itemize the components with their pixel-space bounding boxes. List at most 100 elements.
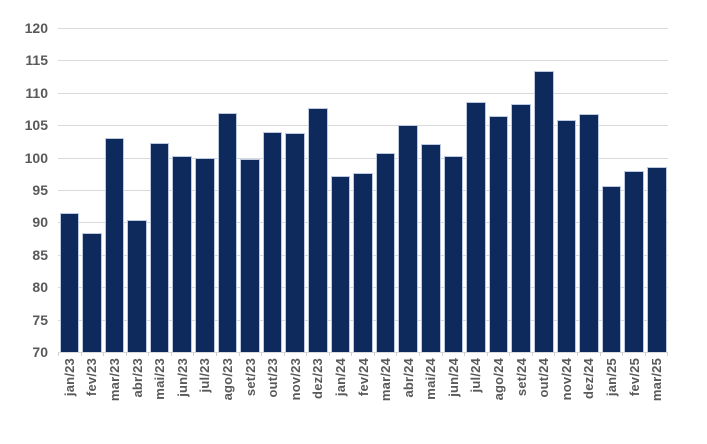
x-label-slot: dez/24 — [578, 358, 601, 440]
bar-dez/24 — [579, 114, 599, 352]
bar-set/24 — [511, 103, 531, 352]
bar-slot — [284, 28, 307, 352]
x-tick-label: jan/24 — [332, 358, 348, 397]
x-tick-label: jul/23 — [197, 358, 213, 393]
x-label-slot: out/24 — [532, 358, 555, 440]
x-label-slot: jan/23 — [58, 358, 81, 440]
gridline-115 — [58, 60, 668, 61]
x-label-slot: fev/24 — [352, 358, 375, 440]
x-label-slot: mai/23 — [148, 358, 171, 440]
x-tick-label: jan/25 — [604, 358, 620, 397]
x-tick — [531, 352, 555, 356]
bar-slot — [194, 28, 217, 352]
x-tick — [396, 352, 419, 356]
x-tick-label: out/23 — [265, 358, 281, 398]
bar-jul/24 — [466, 101, 486, 352]
x-label-slot: set/24 — [510, 358, 533, 440]
bar-jul/23 — [195, 157, 215, 352]
bar-slot — [442, 28, 465, 352]
bar-slot — [600, 28, 623, 352]
bar-mar/25 — [646, 167, 667, 352]
x-label-slot: abr/23 — [126, 358, 149, 440]
bar-slot — [623, 28, 646, 352]
y-tick-label: 90 — [32, 214, 48, 230]
x-tick — [328, 352, 352, 356]
x-tick — [373, 352, 397, 356]
gridline-110 — [58, 93, 668, 94]
x-tick-label: jun/24 — [445, 358, 461, 397]
bar-slot — [352, 28, 375, 352]
y-tick-label: 120 — [24, 20, 48, 36]
x-tick — [238, 352, 262, 356]
bar-slot — [510, 28, 533, 352]
y-tick-label: 85 — [32, 247, 48, 263]
bar-slot — [239, 28, 262, 352]
bar-slot — [397, 28, 420, 352]
x-label-slot: mar/25 — [645, 358, 668, 440]
bar-slot — [374, 28, 397, 352]
x-tick — [193, 352, 216, 356]
bar-nov/24 — [556, 120, 577, 352]
bar-slot — [465, 28, 488, 352]
x-label-slot: set/23 — [239, 358, 262, 440]
bar-jan/23 — [59, 212, 80, 352]
bar-series — [58, 28, 668, 352]
x-tick — [509, 352, 532, 356]
bar-slot — [58, 28, 81, 352]
x-tick — [80, 352, 104, 356]
x-tick — [576, 352, 600, 356]
x-label-slot: abr/24 — [397, 358, 420, 440]
x-label-slot: jul/23 — [194, 358, 217, 440]
x-tick — [554, 352, 577, 356]
x-tick-label: fev/25 — [626, 358, 642, 397]
x-tick-label: dez/24 — [581, 358, 597, 399]
x-label-slot: jan/25 — [600, 358, 623, 440]
x-label-slot: nov/24 — [555, 358, 578, 440]
bar-slot — [148, 28, 171, 352]
x-label-slot: jan/24 — [329, 358, 352, 440]
x-label-slot: ago/23 — [216, 358, 239, 440]
x-tick-label: nov/23 — [287, 358, 303, 401]
x-tick — [125, 352, 149, 356]
x-tick — [441, 352, 465, 356]
bar-slot — [329, 28, 352, 352]
bar-slot — [261, 28, 284, 352]
bar-slot — [103, 28, 126, 352]
x-tick — [148, 352, 171, 356]
y-tick-label: 105 — [24, 117, 48, 133]
x-tick-label: mai/24 — [423, 358, 439, 400]
x-label-slot: nov/23 — [284, 358, 307, 440]
x-tick-label: mai/23 — [152, 358, 168, 400]
x-label-slot: jul/24 — [465, 358, 488, 440]
x-tick-label: abr/24 — [400, 358, 416, 398]
bar-mar/24 — [375, 153, 396, 352]
bar-set/23 — [240, 158, 260, 352]
x-tick-label: fev/24 — [355, 358, 371, 397]
bar-slot — [578, 28, 601, 352]
x-tick-label: set/24 — [513, 358, 529, 397]
gridline-105 — [58, 125, 668, 126]
bar-slot — [216, 28, 239, 352]
x-tick — [464, 352, 487, 356]
x-label-slot: mai/24 — [420, 358, 443, 440]
bar-mai/24 — [421, 144, 441, 352]
x-tick-label: out/24 — [536, 358, 552, 398]
bar-fev/24 — [353, 172, 373, 352]
x-tick — [351, 352, 374, 356]
x-label-slot: mar/23 — [103, 358, 126, 440]
x-tick-label: mar/24 — [378, 358, 394, 402]
y-tick-label: 80 — [32, 279, 48, 295]
bar-slot — [645, 28, 668, 352]
y-tick-label: 100 — [24, 150, 48, 166]
x-tick — [103, 352, 126, 356]
x-tick-label: abr/23 — [129, 358, 145, 398]
x-tick — [283, 352, 307, 356]
bar-slot — [171, 28, 194, 352]
x-tick-label: jul/24 — [468, 358, 484, 393]
bar-ago/23 — [217, 112, 238, 352]
bar-abr/23 — [127, 219, 147, 352]
x-axis: jan/23 fev/23 mar/23 abr/23 mai/23 jun/23 jul/… — [58, 358, 668, 440]
x-tick — [419, 352, 442, 356]
x-tick-label: set/23 — [242, 358, 258, 397]
x-tick — [306, 352, 329, 356]
